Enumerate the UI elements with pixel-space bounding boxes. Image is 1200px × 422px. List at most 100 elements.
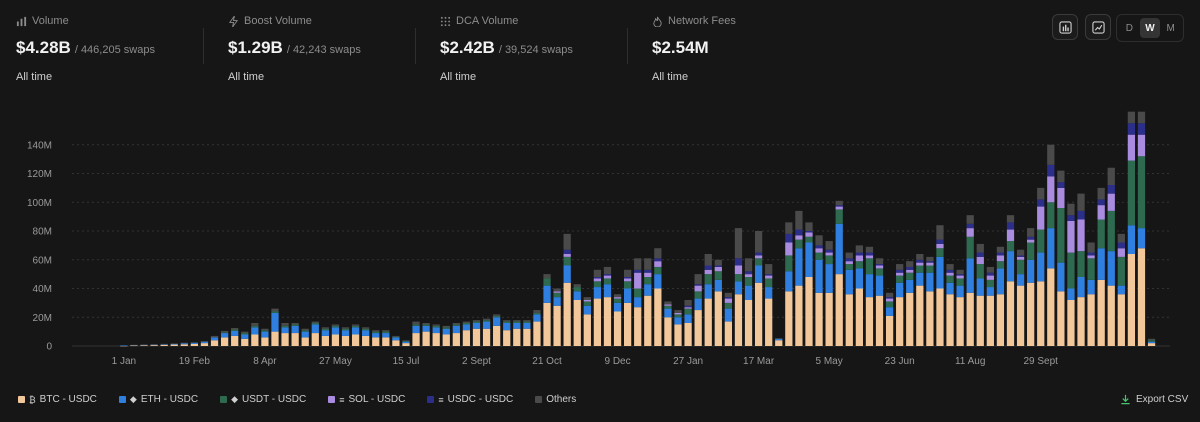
- bar-stack[interactable]: [815, 235, 823, 346]
- bar-stack[interactable]: [523, 320, 531, 346]
- bar-stack[interactable]: [372, 330, 380, 346]
- bar-stack[interactable]: [281, 323, 289, 346]
- bar-stack[interactable]: [472, 320, 481, 346]
- bar-stack[interactable]: [734, 228, 743, 346]
- bar-stack[interactable]: [896, 264, 904, 346]
- bar-stack[interactable]: [321, 327, 329, 346]
- bar-stack[interactable]: [241, 331, 249, 346]
- bar-stack[interactable]: [865, 246, 874, 346]
- bar-stack[interactable]: [160, 343, 168, 346]
- bar-stack[interactable]: [664, 301, 672, 346]
- bar-stack[interactable]: [845, 252, 853, 346]
- bar-stack[interactable]: [513, 320, 521, 346]
- bar-stack[interactable]: [694, 274, 702, 346]
- bar-stack[interactable]: [714, 259, 722, 346]
- bar-stack[interactable]: [593, 269, 602, 346]
- bar-stack[interactable]: [291, 323, 299, 346]
- bar-stack[interactable]: [906, 261, 914, 346]
- bar-stack[interactable]: [885, 292, 894, 346]
- bar-stack[interactable]: [1127, 111, 1136, 346]
- bar-stack[interactable]: [140, 344, 148, 346]
- bar-stack[interactable]: [351, 324, 360, 346]
- bar-stack[interactable]: [1027, 228, 1035, 346]
- bar-stack[interactable]: [190, 342, 199, 346]
- bar-stack[interactable]: [775, 338, 783, 346]
- bar-stack[interactable]: [654, 248, 662, 346]
- bar-stack[interactable]: [220, 330, 229, 346]
- bar-stack[interactable]: [1117, 233, 1125, 346]
- legend-item-eth[interactable]: ◆ ETH - USDC: [118, 394, 198, 405]
- bar-stack[interactable]: [503, 320, 511, 346]
- bar-stack[interactable]: [744, 258, 753, 346]
- bar-stack[interactable]: [966, 215, 974, 346]
- bar-stack[interactable]: [482, 318, 491, 346]
- bar-stack[interactable]: [724, 292, 733, 346]
- bar-stack[interactable]: [684, 300, 692, 346]
- bar-stack[interactable]: [1067, 203, 1075, 346]
- bar-stack[interactable]: [875, 258, 884, 346]
- bar-stack[interactable]: [785, 222, 793, 346]
- bar-stack[interactable]: [634, 258, 642, 346]
- bar-stack[interactable]: [392, 335, 400, 346]
- bar-stack[interactable]: [805, 222, 813, 346]
- bar-stack[interactable]: [462, 321, 471, 346]
- legend-item-btc[interactable]: ₿ BTC - USDC: [18, 394, 97, 405]
- bar-stack[interactable]: [1107, 167, 1115, 346]
- bar-stack[interactable]: [704, 254, 712, 346]
- export-csv-button[interactable]: Export CSV: [1120, 394, 1188, 405]
- bar-stack[interactable]: [442, 325, 450, 346]
- bar-stack[interactable]: [563, 233, 571, 346]
- bar-stack[interactable]: [1147, 338, 1156, 346]
- bar-stack[interactable]: [261, 328, 269, 346]
- bar-stack[interactable]: [412, 321, 420, 346]
- bar-stack[interactable]: [613, 294, 622, 346]
- bar-stack[interactable]: [251, 323, 259, 346]
- bar-stack[interactable]: [855, 245, 863, 346]
- bar-stack[interactable]: [301, 328, 309, 346]
- bar-stack[interactable]: [1137, 111, 1146, 346]
- bar-stack[interactable]: [926, 256, 934, 346]
- legend-item-usdt[interactable]: ◆ USDT - USDC: [220, 394, 306, 405]
- bar-stack[interactable]: [432, 324, 440, 346]
- bar-stack[interactable]: [835, 200, 843, 346]
- bar-stack[interactable]: [956, 269, 964, 346]
- bar-stack[interactable]: [976, 243, 984, 346]
- legend-item-sol[interactable]: ≡ SOL - USDC: [328, 394, 405, 405]
- bar-stack[interactable]: [986, 266, 994, 346]
- bar-stack[interactable]: [946, 264, 954, 346]
- bar-stack[interactable]: [583, 297, 591, 346]
- bar-stack[interactable]: [765, 264, 773, 346]
- bar-stack[interactable]: [543, 274, 551, 346]
- bar-stack[interactable]: [120, 345, 128, 347]
- bar-stack[interactable]: [1087, 242, 1095, 347]
- bar-stack[interactable]: [996, 246, 1005, 346]
- bar-stack[interactable]: [603, 266, 612, 346]
- bar-view-button[interactable]: [1052, 14, 1078, 40]
- bar-stack[interactable]: [1016, 249, 1025, 346]
- bar-stack[interactable]: [825, 241, 833, 346]
- bar-stack[interactable]: [180, 342, 188, 346]
- bar-stack[interactable]: [573, 284, 581, 346]
- bar-stack[interactable]: [210, 335, 219, 346]
- bar-stack[interactable]: [382, 330, 390, 346]
- bar-stack[interactable]: [231, 328, 239, 346]
- bar-stack[interactable]: [170, 343, 178, 346]
- bar-stack[interactable]: [553, 288, 561, 347]
- bar-stack[interactable]: [533, 310, 541, 346]
- bar-stack[interactable]: [452, 323, 460, 346]
- range-day-button[interactable]: D: [1125, 22, 1133, 34]
- bar-stack[interactable]: [624, 269, 632, 346]
- bar-stack[interactable]: [1006, 215, 1015, 346]
- bar-stack[interactable]: [150, 344, 158, 346]
- bar-stack[interactable]: [271, 308, 279, 346]
- bar-stack[interactable]: [311, 321, 319, 346]
- bar-stack[interactable]: [754, 231, 763, 346]
- bar-stack[interactable]: [1097, 187, 1105, 346]
- bar-stack[interactable]: [422, 323, 430, 346]
- range-week-button[interactable]: W: [1139, 18, 1160, 38]
- bar-stack[interactable]: [644, 258, 652, 346]
- legend-item-others[interactable]: Others: [535, 394, 576, 405]
- bar-stack[interactable]: [1047, 144, 1055, 346]
- bar-stack[interactable]: [795, 210, 803, 346]
- bar-stack[interactable]: [130, 344, 138, 347]
